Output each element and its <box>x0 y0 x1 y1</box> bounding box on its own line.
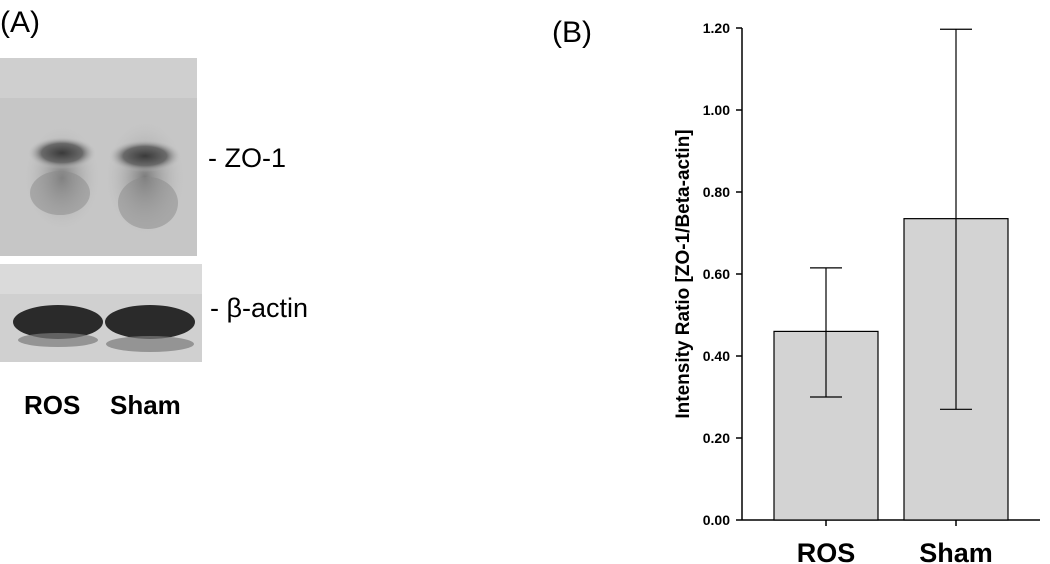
y-tick-label: 0.60 <box>703 266 730 282</box>
lane-label-ros: ROS <box>24 390 81 420</box>
panel-b-label: (B) <box>552 16 592 49</box>
y-axis-label: Intensity Ratio [ZO-1/Beta-actin] <box>673 129 694 418</box>
actin-band-label: - β-actin <box>210 293 309 323</box>
y-tick-label: 0.00 <box>703 512 730 528</box>
lane-label-sham: Sham <box>110 390 181 420</box>
zo1-blot-image <box>0 58 197 256</box>
actin-blot-image <box>0 264 202 362</box>
y-tick-label: 0.80 <box>703 184 730 200</box>
panel-a-label: (A) <box>0 6 40 39</box>
y-tick-label: 1.00 <box>703 102 730 118</box>
y-tick-label: 0.40 <box>703 348 730 364</box>
x-tick-label: Sham <box>919 538 993 564</box>
y-tick-label: 1.20 <box>703 20 730 36</box>
x-tick-label: ROS <box>797 538 856 564</box>
zo1-band-label: - ZO-1 <box>208 143 286 173</box>
y-tick-label: 0.20 <box>703 430 730 446</box>
